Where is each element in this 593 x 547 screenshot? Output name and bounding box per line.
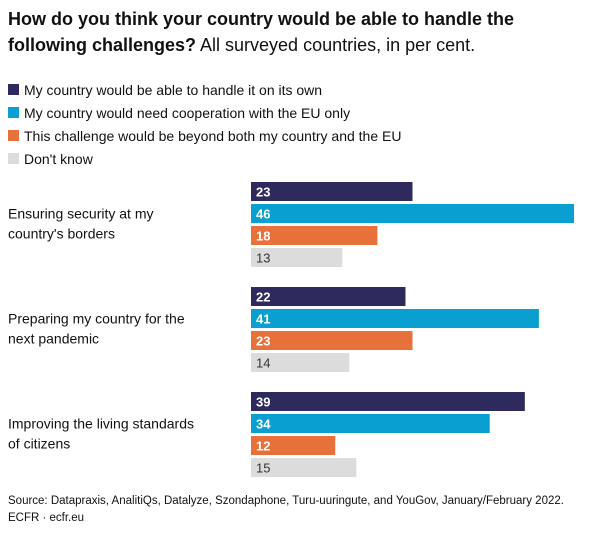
footer: Source: Datapraxis, AnalitiQs, Datalyze,… xyxy=(8,493,588,527)
legend-item-dont-know: Don't know xyxy=(8,147,401,170)
bar xyxy=(251,414,490,433)
chart-title-subtitle: All surveyed countries, in per cent. xyxy=(196,35,476,55)
data-label: 46 xyxy=(256,207,270,222)
legend-label-eu-cooperation: My country would need cooperation with t… xyxy=(24,104,351,121)
category-label: Ensuring security at my country's borders xyxy=(8,206,154,242)
source-note: Source: Datapraxis, AnalitiQs, Datalyze,… xyxy=(8,495,564,507)
bar xyxy=(251,182,413,201)
data-label: 12 xyxy=(256,439,270,454)
bar xyxy=(251,331,413,350)
data-label: 22 xyxy=(256,290,270,305)
bar xyxy=(251,458,357,477)
legend-swatch-dont-know xyxy=(8,153,19,164)
bar xyxy=(251,436,336,455)
legend: My country would be able to handle it on… xyxy=(8,78,401,170)
legend-label-dont-know: Don't know xyxy=(24,150,93,167)
data-label: 14 xyxy=(256,356,270,371)
bar xyxy=(251,248,343,267)
bar-chart: Ensuring security at my country's borders… xyxy=(8,182,574,477)
data-label: 23 xyxy=(256,334,270,349)
bar xyxy=(251,226,378,245)
legend-item-beyond: This challenge would be beyond both my c… xyxy=(8,124,401,147)
chart-title: How do you think your country would be a… xyxy=(8,6,588,58)
legend-item-own: My country would be able to handle it on… xyxy=(8,78,401,101)
data-label: 18 xyxy=(256,229,270,244)
bar xyxy=(251,353,350,372)
legend-item-eu-cooperation: My country would need cooperation with t… xyxy=(8,101,401,124)
legend-swatch-beyond xyxy=(8,130,19,141)
bar xyxy=(251,309,539,328)
legend-label-own: My country would be able to handle it on… xyxy=(24,81,323,98)
data-label: 41 xyxy=(256,312,270,327)
legend-label-beyond: This challenge would be beyond both my c… xyxy=(24,127,402,144)
data-label: 23 xyxy=(256,185,270,200)
data-label: 34 xyxy=(256,417,271,432)
data-label: 39 xyxy=(256,395,270,410)
legend-swatch-own xyxy=(8,84,19,95)
category-label: Preparing my country for the next pandemi… xyxy=(8,311,185,347)
category-label: Improving the living standards of citizen… xyxy=(8,416,194,452)
bar xyxy=(251,392,525,411)
legend-swatch-eu-cooperation xyxy=(8,107,19,118)
chart-title-question: How do you think your country would be a… xyxy=(8,9,515,55)
credit-note: ECFR · ecfr.eu xyxy=(8,512,85,524)
data-label: 15 xyxy=(256,461,270,476)
bar xyxy=(251,287,406,306)
bar xyxy=(251,204,574,223)
data-label: 13 xyxy=(256,251,270,266)
